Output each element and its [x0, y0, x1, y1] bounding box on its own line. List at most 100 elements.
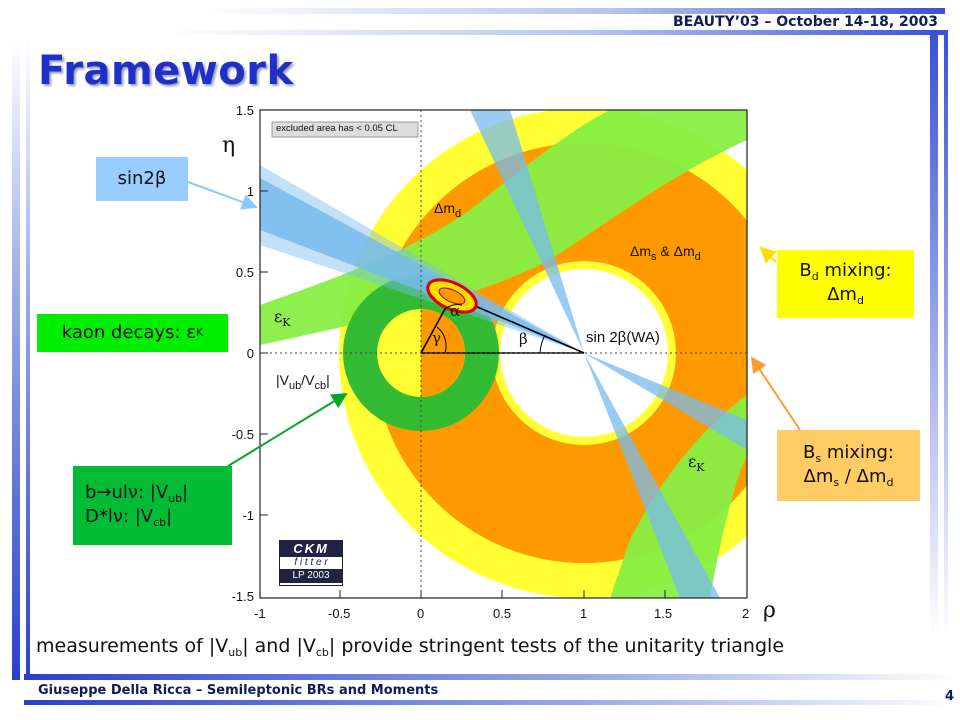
logo-ckm: CKM: [280, 541, 342, 557]
y-tick: 0: [246, 346, 254, 361]
bs-dms: Δm: [803, 465, 834, 487]
bs-mid: / Δm: [839, 465, 887, 487]
vcb-line: D*lν: |Vcb|: [85, 506, 172, 530]
sin2b-wa-label: sin 2β(WA): [586, 329, 660, 346]
vcb-text: D*lν: |V: [85, 505, 154, 527]
x-tick: 1.5: [654, 606, 673, 621]
dms-text: Δm: [630, 243, 652, 259]
unitarity-triangle: [420, 294, 585, 354]
dms-sub: s: [651, 251, 657, 263]
epsk-plot-label-left: εK: [274, 307, 291, 329]
kaon-text: kaon decays: ε: [61, 321, 197, 343]
epsk-plot-label-right: εK: [688, 452, 705, 474]
measurement-statement: measurements of |Vub| and |Vcb| provide …: [36, 635, 936, 659]
conference-header: BEAUTY’03 – October 14-18, 2003: [673, 14, 938, 30]
vubvcb-end: |: [326, 372, 330, 388]
sin2b-wedge-left: [260, 178, 584, 353]
sin2b-text: sin2β: [117, 167, 167, 189]
y-tick: -1: [242, 508, 254, 523]
bs-sub: s: [815, 451, 822, 465]
vcb-sub: cb: [153, 515, 167, 529]
x-tick: 1: [580, 606, 588, 621]
x-tick: 0: [417, 606, 425, 621]
logo-lp: LP 2003: [280, 569, 342, 583]
vub-vcb-callout: b→ulν: |Vub| D*lν: |Vcb|: [73, 466, 232, 545]
measure-a: measurements of |V: [36, 635, 229, 657]
sin2b-wedge-left-outer: [260, 165, 584, 353]
bd-b: B: [799, 260, 812, 282]
vcb-end: |: [166, 505, 173, 527]
bs-b: B: [803, 441, 816, 463]
slide-title: Framework: [38, 48, 294, 94]
dmd-text: Δm: [434, 200, 456, 216]
vubvcb-mid: /V: [301, 372, 315, 388]
bd-suffix: mixing:: [818, 260, 892, 282]
dmd2-sub: d: [694, 251, 701, 263]
dmd-sub: d: [455, 208, 462, 220]
vub-sub: ub: [168, 491, 183, 505]
bs-dms-sub: s: [833, 475, 840, 489]
vub-text: b→ulν: |V: [85, 481, 169, 503]
epsk-band-lower: [610, 395, 747, 598]
vubvcb-plot-label: |Vub/Vcb|: [276, 372, 330, 392]
bs-suffix: mixing:: [821, 441, 894, 463]
epsk2-sub: K: [696, 461, 705, 474]
vub-line: b→ulν: |Vub|: [85, 482, 188, 506]
plot-legend-box: [271, 121, 419, 138]
bd-mixing-callout: Bd mixing: Δmd: [777, 250, 914, 318]
footer-author: Giuseppe Della Ricca – Semileptonic BRs …: [38, 683, 439, 698]
sin2b-callout: sin2β: [96, 157, 188, 201]
ckmfitter-logo: CKM f i t t e r LP 2003: [279, 540, 343, 586]
epsk1-sub: K: [282, 316, 291, 329]
amp-text: & Δm: [656, 243, 695, 259]
vubvcb-sub1: ub: [288, 380, 302, 392]
y-tick-labels: 1.5 1 0.5 0 -0.5 -1 -1.5: [214, 103, 254, 604]
bd-dm: Δm: [827, 284, 857, 305]
y-tick: -1.5: [231, 589, 254, 604]
vubvcb-sub2: cb: [314, 380, 327, 392]
x-tick: 2: [742, 606, 750, 621]
dmd-plot-label: Δmd: [434, 200, 461, 220]
y-tick: -0.5: [231, 427, 254, 442]
epsk1-text: ε: [274, 307, 283, 326]
eta-axis-label: η: [222, 133, 236, 158]
rho-axis-label: ρ: [763, 598, 776, 623]
epsk2-text: ε: [688, 452, 697, 471]
logo-fitter: f i t t e r: [294, 557, 328, 568]
bd-line-1: Bd mixing:: [799, 260, 891, 284]
alpha-label: α: [450, 302, 461, 320]
page-number: 4: [945, 689, 955, 704]
vubvcb-text: |V: [276, 372, 289, 388]
measure-b: | and |V: [242, 635, 316, 657]
x-tick: -1: [254, 606, 266, 621]
y-tick: 0.5: [235, 265, 254, 280]
plot-legend-text: excluded area has < 0.05 CL: [276, 123, 398, 134]
measure-c: | provide stringent tests of the unitari…: [328, 635, 785, 657]
x-tick: -0.5: [328, 606, 351, 621]
bd-sub: d: [811, 270, 819, 284]
x-tick-labels: -1 -0.5 0 0.5 1 1.5 2: [240, 606, 770, 624]
measure-sub-b: cb: [315, 646, 329, 659]
kaon-sub: K: [196, 326, 204, 340]
bd-dm-sub: d: [856, 294, 864, 307]
x-tick: 0.5: [493, 606, 512, 621]
vub-end: |: [182, 481, 189, 503]
gamma-label: γ: [432, 329, 441, 347]
bs-mixing-callout: Bs mixing: Δms / Δmd: [777, 430, 920, 501]
sin2b-wedge-bottom: [584, 353, 720, 598]
beta-label: β: [519, 330, 528, 348]
bd-line-2: Δmd: [827, 284, 864, 308]
bs-dmd-sub: d: [886, 475, 894, 489]
y-tick: 1.5: [235, 103, 254, 118]
bs-line-2: Δms / Δmd: [804, 466, 894, 490]
sin2b-wedge-top: [470, 110, 584, 353]
dms-dmd-plot-label: Δms & Δmd: [630, 243, 701, 263]
bs-line-1: Bs mixing:: [803, 442, 894, 466]
y-tick: 1: [246, 184, 254, 199]
measure-sub-a: ub: [228, 646, 243, 659]
sin2b-wedge-right: [584, 353, 747, 450]
